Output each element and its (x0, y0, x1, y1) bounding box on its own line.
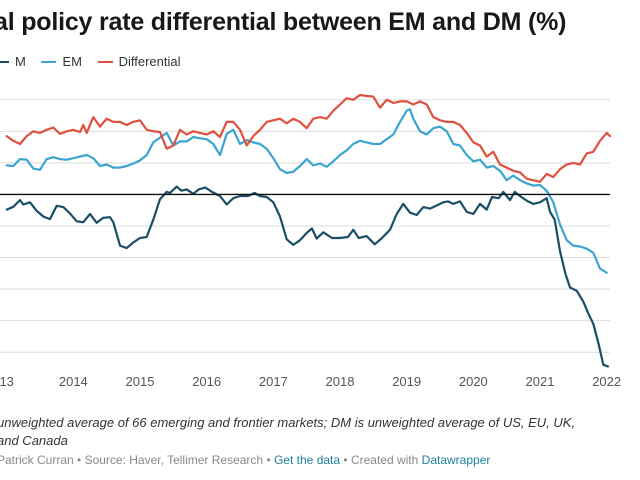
x-tick-label: 2021 (526, 374, 555, 389)
series-lines (5, 93, 612, 368)
legend-label-dm: M (15, 54, 26, 69)
footer-separator: • (266, 453, 271, 467)
chart-notes: unweighted average of 66 emerging and fr… (0, 414, 607, 450)
footer-created-with: Created with (350, 453, 419, 467)
legend: M EM Differential (0, 54, 193, 69)
legend-swatch-differential (97, 60, 113, 63)
legend-label-differential: Differential (118, 54, 181, 69)
x-tick-label: 2020 (459, 374, 488, 389)
x-tick-label: 2019 (392, 374, 421, 389)
legend-item-differential: Differential (97, 54, 181, 69)
chart-footer: Patrick Curran • Source: Haver, Tellimer… (0, 453, 490, 467)
x-tick-label: 2016 (192, 374, 221, 389)
footer-source: Source: Haver, Tellimer Research (84, 453, 264, 467)
series-line-em (5, 108, 608, 274)
x-tick-label: 2018 (326, 374, 355, 389)
x-tick-label: 2014 (59, 374, 88, 389)
line-chart: 13 2014 2015 2016 2017 2018 2019 2020 2021 2022 (0, 93, 621, 389)
footer-separator: • (343, 453, 348, 467)
datawrapper-link[interactable]: Datawrapper (421, 453, 491, 467)
series-line-differential (5, 93, 612, 183)
x-tick-label: 13 (0, 374, 14, 389)
legend-swatch-dm (0, 60, 9, 63)
x-tick-label: 2022 (592, 374, 621, 389)
notes-line-1: unweighted average of 66 emerging and fr… (0, 415, 576, 430)
footer-byline: Patrick Curran (0, 453, 74, 467)
series-line-m (5, 185, 610, 368)
legend-item-em: EM (41, 54, 82, 69)
footer-separator: • (77, 453, 82, 467)
legend-item-dm: M (0, 54, 26, 69)
notes-line-2: and Canada (0, 433, 68, 448)
grid-lines (0, 99, 610, 353)
legend-swatch-em (41, 60, 57, 63)
x-tick-label: 2015 (126, 374, 155, 389)
x-tick-label: 2017 (259, 374, 288, 389)
x-axis-tick-labels: 13 2014 2015 2016 2017 2018 2019 2020 2021 2022 (0, 374, 621, 389)
chart-title: al policy rate differential between EM a… (0, 8, 567, 36)
get-the-data-link[interactable]: Get the data (274, 453, 341, 467)
legend-label-em: EM (62, 54, 82, 69)
